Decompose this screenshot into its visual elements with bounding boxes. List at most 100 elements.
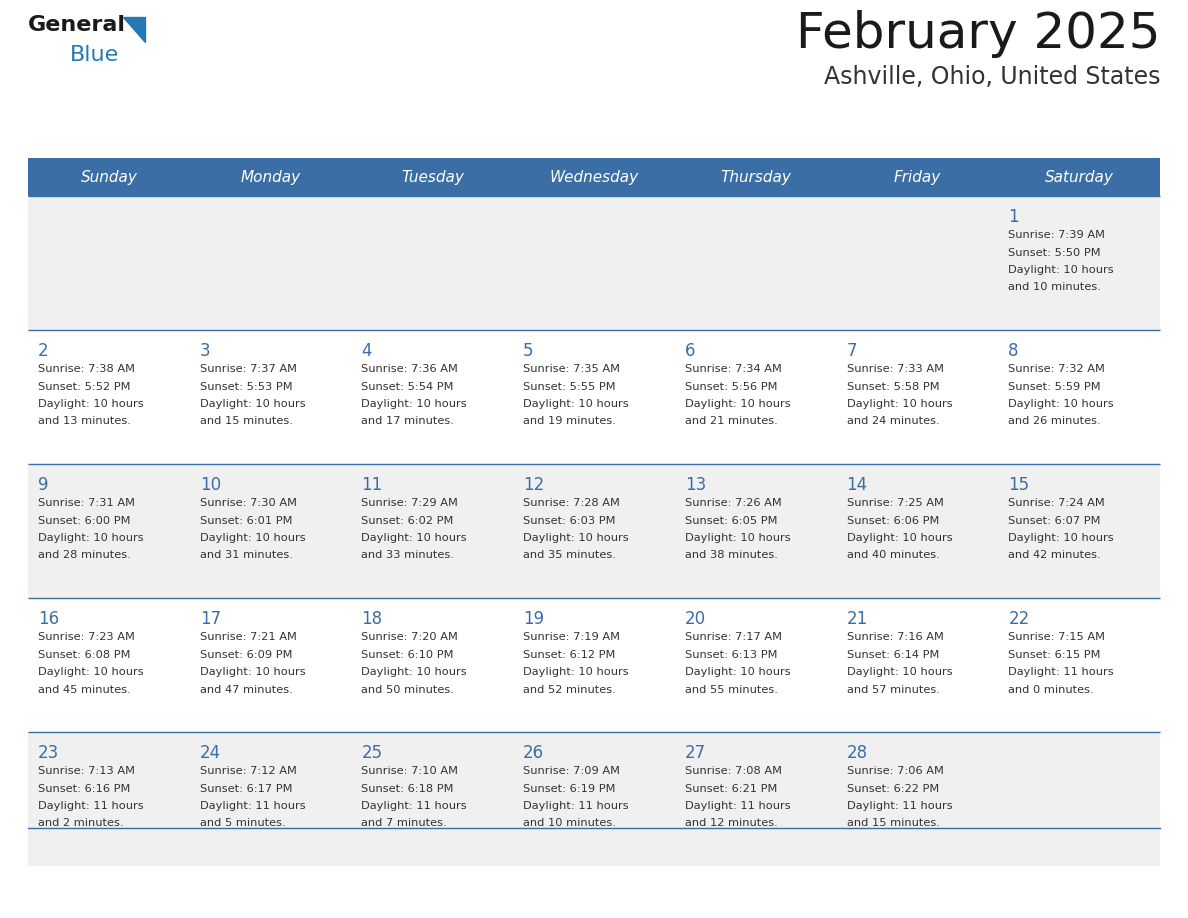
Text: Sunrise: 7:30 AM: Sunrise: 7:30 AM: [200, 498, 297, 508]
Text: Daylight: 10 hours: Daylight: 10 hours: [684, 533, 790, 543]
Text: Daylight: 10 hours: Daylight: 10 hours: [200, 399, 305, 409]
Text: Sunset: 6:17 PM: Sunset: 6:17 PM: [200, 783, 292, 793]
Text: and 55 minutes.: and 55 minutes.: [684, 685, 778, 695]
Text: and 47 minutes.: and 47 minutes.: [200, 685, 292, 695]
Text: Daylight: 10 hours: Daylight: 10 hours: [523, 533, 628, 543]
Text: 6: 6: [684, 342, 695, 360]
Text: Sunrise: 7:15 AM: Sunrise: 7:15 AM: [1009, 632, 1105, 642]
Text: and 15 minutes.: and 15 minutes.: [200, 417, 292, 427]
Text: Sunset: 6:02 PM: Sunset: 6:02 PM: [361, 516, 454, 525]
Text: Daylight: 11 hours: Daylight: 11 hours: [684, 801, 790, 811]
Text: 23: 23: [38, 744, 59, 762]
Text: and 28 minutes.: and 28 minutes.: [38, 551, 131, 561]
Text: Sunset: 5:56 PM: Sunset: 5:56 PM: [684, 382, 777, 391]
FancyBboxPatch shape: [29, 732, 1159, 866]
Text: 12: 12: [523, 476, 544, 494]
Text: and 10 minutes.: and 10 minutes.: [1009, 283, 1101, 293]
Text: Daylight: 10 hours: Daylight: 10 hours: [847, 533, 953, 543]
Text: Sunset: 6:12 PM: Sunset: 6:12 PM: [523, 650, 615, 659]
Text: and 40 minutes.: and 40 minutes.: [847, 551, 940, 561]
Text: 14: 14: [847, 476, 867, 494]
Text: Tuesday: Tuesday: [400, 170, 463, 185]
Text: 20: 20: [684, 610, 706, 628]
Text: Sunrise: 7:06 AM: Sunrise: 7:06 AM: [847, 766, 943, 776]
Text: Sunrise: 7:16 AM: Sunrise: 7:16 AM: [847, 632, 943, 642]
Text: Sunrise: 7:17 AM: Sunrise: 7:17 AM: [684, 632, 782, 642]
Text: Sunset: 6:22 PM: Sunset: 6:22 PM: [847, 783, 939, 793]
Text: 22: 22: [1009, 610, 1030, 628]
Text: Saturday: Saturday: [1044, 170, 1113, 185]
Text: 19: 19: [523, 610, 544, 628]
Text: Sunrise: 7:12 AM: Sunrise: 7:12 AM: [200, 766, 297, 776]
Text: and 15 minutes.: and 15 minutes.: [847, 819, 940, 829]
Text: Sunrise: 7:31 AM: Sunrise: 7:31 AM: [38, 498, 135, 508]
Text: Sunrise: 7:19 AM: Sunrise: 7:19 AM: [523, 632, 620, 642]
Text: Daylight: 11 hours: Daylight: 11 hours: [523, 801, 628, 811]
Text: Daylight: 11 hours: Daylight: 11 hours: [38, 801, 144, 811]
FancyBboxPatch shape: [29, 196, 1159, 330]
Text: 10: 10: [200, 476, 221, 494]
Text: February 2025: February 2025: [796, 10, 1159, 58]
Text: Sunrise: 7:35 AM: Sunrise: 7:35 AM: [523, 364, 620, 374]
Text: and 45 minutes.: and 45 minutes.: [38, 685, 131, 695]
Text: Sunrise: 7:23 AM: Sunrise: 7:23 AM: [38, 632, 135, 642]
Text: Sunset: 6:19 PM: Sunset: 6:19 PM: [523, 783, 615, 793]
Text: Sunrise: 7:32 AM: Sunrise: 7:32 AM: [1009, 364, 1105, 374]
Text: Sunset: 5:50 PM: Sunset: 5:50 PM: [1009, 248, 1101, 258]
Text: General: General: [29, 15, 126, 35]
Text: Daylight: 10 hours: Daylight: 10 hours: [361, 667, 467, 677]
Text: Daylight: 10 hours: Daylight: 10 hours: [1009, 399, 1114, 409]
Text: 16: 16: [38, 610, 59, 628]
Text: and 5 minutes.: and 5 minutes.: [200, 819, 285, 829]
Text: Sunrise: 7:29 AM: Sunrise: 7:29 AM: [361, 498, 459, 508]
Text: and 17 minutes.: and 17 minutes.: [361, 417, 454, 427]
Text: Daylight: 10 hours: Daylight: 10 hours: [361, 399, 467, 409]
Text: 13: 13: [684, 476, 706, 494]
Text: Sunset: 6:16 PM: Sunset: 6:16 PM: [38, 783, 131, 793]
Text: Sunrise: 7:24 AM: Sunrise: 7:24 AM: [1009, 498, 1105, 508]
Text: Sunday: Sunday: [81, 170, 138, 185]
Text: 3: 3: [200, 342, 210, 360]
Text: 28: 28: [847, 744, 867, 762]
Text: Sunset: 6:10 PM: Sunset: 6:10 PM: [361, 650, 454, 659]
Text: Sunrise: 7:08 AM: Sunrise: 7:08 AM: [684, 766, 782, 776]
Text: Sunset: 6:18 PM: Sunset: 6:18 PM: [361, 783, 454, 793]
Text: Daylight: 11 hours: Daylight: 11 hours: [1009, 667, 1114, 677]
Text: and 0 minutes.: and 0 minutes.: [1009, 685, 1094, 695]
Text: Ashville, Ohio, United States: Ashville, Ohio, United States: [823, 65, 1159, 89]
Text: 11: 11: [361, 476, 383, 494]
Text: Daylight: 10 hours: Daylight: 10 hours: [200, 667, 305, 677]
Text: and 33 minutes.: and 33 minutes.: [361, 551, 454, 561]
Text: and 57 minutes.: and 57 minutes.: [847, 685, 940, 695]
Text: Sunrise: 7:34 AM: Sunrise: 7:34 AM: [684, 364, 782, 374]
Text: and 10 minutes.: and 10 minutes.: [523, 819, 617, 829]
Text: 18: 18: [361, 610, 383, 628]
Text: Sunset: 5:58 PM: Sunset: 5:58 PM: [847, 382, 940, 391]
Text: and 31 minutes.: and 31 minutes.: [200, 551, 292, 561]
Text: 8: 8: [1009, 342, 1019, 360]
Polygon shape: [124, 17, 145, 42]
Text: Sunrise: 7:37 AM: Sunrise: 7:37 AM: [200, 364, 297, 374]
Text: and 2 minutes.: and 2 minutes.: [38, 819, 124, 829]
Text: Sunset: 6:07 PM: Sunset: 6:07 PM: [1009, 516, 1101, 525]
Text: Sunset: 6:14 PM: Sunset: 6:14 PM: [847, 650, 939, 659]
Text: and 42 minutes.: and 42 minutes.: [1009, 551, 1101, 561]
Text: Sunset: 5:54 PM: Sunset: 5:54 PM: [361, 382, 454, 391]
Text: and 50 minutes.: and 50 minutes.: [361, 685, 454, 695]
Text: Sunset: 5:52 PM: Sunset: 5:52 PM: [38, 382, 131, 391]
Text: and 38 minutes.: and 38 minutes.: [684, 551, 778, 561]
Text: Daylight: 10 hours: Daylight: 10 hours: [523, 399, 628, 409]
Text: Daylight: 10 hours: Daylight: 10 hours: [38, 399, 144, 409]
FancyBboxPatch shape: [29, 464, 1159, 598]
Text: 21: 21: [847, 610, 867, 628]
Text: Daylight: 10 hours: Daylight: 10 hours: [684, 667, 790, 677]
Text: 17: 17: [200, 610, 221, 628]
Text: Daylight: 11 hours: Daylight: 11 hours: [200, 801, 305, 811]
Text: Sunset: 5:59 PM: Sunset: 5:59 PM: [1009, 382, 1101, 391]
Text: Sunset: 6:06 PM: Sunset: 6:06 PM: [847, 516, 939, 525]
Text: and 26 minutes.: and 26 minutes.: [1009, 417, 1101, 427]
Text: 27: 27: [684, 744, 706, 762]
Text: and 12 minutes.: and 12 minutes.: [684, 819, 778, 829]
Text: Sunset: 6:03 PM: Sunset: 6:03 PM: [523, 516, 615, 525]
Text: Sunrise: 7:10 AM: Sunrise: 7:10 AM: [361, 766, 459, 776]
